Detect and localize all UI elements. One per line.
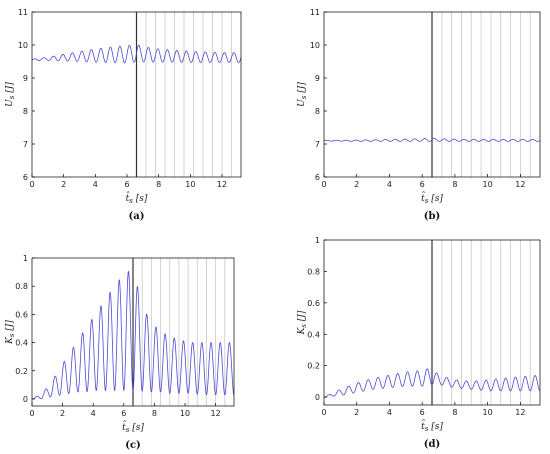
y-tick-label: 0 [315, 393, 320, 402]
x-axis-label: t̂s [s] [421, 191, 443, 205]
x-tick-label: 8 [152, 409, 157, 418]
y-tick-label: 8 [23, 107, 28, 116]
axes-frame [323, 11, 541, 178]
x-tick-label: 12 [515, 408, 525, 417]
axes-frame [31, 257, 235, 407]
y-axis-label: Ks [J] [297, 310, 308, 335]
y-tick-label: 8 [315, 107, 320, 116]
x-tick-label: 0 [321, 408, 326, 417]
series-line [32, 270, 234, 400]
x-tick-label: 4 [93, 180, 98, 189]
y-tick-label: 7 [315, 140, 320, 149]
axes-frame [323, 239, 541, 406]
series-line [32, 44, 241, 64]
x-tick-label: 0 [29, 409, 34, 418]
x-tick-label: 8 [452, 180, 457, 189]
x-tick-label: 6 [121, 409, 126, 418]
y-tick-label: 1 [315, 236, 320, 245]
y-tick-label: 10 [18, 41, 28, 50]
y-tick-label: 11 [18, 8, 28, 17]
axes-frame [31, 11, 242, 178]
x-tick-label: 4 [387, 408, 392, 417]
x-tick-label: 6 [124, 180, 129, 189]
y-tick-label: 0.2 [307, 362, 320, 371]
y-tick-label: 0 [23, 395, 28, 404]
y-axis-label: Us [J] [5, 82, 16, 107]
x-tick-label: 0 [29, 180, 34, 189]
x-axis-label: t̂s [s] [122, 420, 144, 434]
panel-c: 0 2 4 6 8 10 12 0 0.2 0.4 0.6 0.8 1 t̂s [s] Ks [J] (c) [5, 254, 235, 451]
panel-caption: (d) [424, 439, 440, 450]
y-axis-label: Ks [J] [5, 320, 16, 345]
y-tick-label: 6 [315, 173, 320, 182]
x-tick-label: 8 [156, 180, 161, 189]
x-tick-label: 2 [61, 180, 66, 189]
x-tick-label: 4 [387, 180, 392, 189]
y-tick-label: 0.8 [15, 282, 28, 291]
y-tick-label: 11 [310, 8, 320, 17]
x-tick-label: 4 [91, 409, 96, 418]
x-tick-label: 2 [354, 180, 359, 189]
x-axis-label: t̂s [s] [126, 191, 148, 205]
x-tick-label: 10 [180, 409, 190, 418]
y-tick-label: 6 [23, 173, 28, 182]
x-tick-label: 10 [483, 408, 493, 417]
panel-b: 0 2 4 6 8 10 12 6 7 8 9 10 11 t̂s [s] Us [J] (b) [297, 8, 541, 222]
y-tick-label: 0.4 [307, 330, 320, 339]
series-line [324, 368, 540, 398]
y-tick-label: 0.2 [15, 367, 28, 376]
y-tick-label: 9 [315, 74, 320, 83]
x-tick-label: 0 [321, 180, 326, 189]
x-tick-label: 6 [420, 408, 425, 417]
y-axis-label: Us [J] [297, 82, 308, 107]
y-tick-label: 0.6 [15, 310, 28, 319]
y-tick-label: 9 [23, 74, 28, 83]
x-tick-label: 8 [452, 408, 457, 417]
panel-d: 0 2 4 6 8 10 12 0 0.2 0.4 0.6 0.8 1 t̂s [s] Ks [J] (d) [297, 236, 541, 450]
y-tick-label: 10 [310, 41, 320, 50]
x-tick-label: 2 [354, 408, 359, 417]
y-tick-label: 0.6 [307, 299, 320, 308]
x-axis-label: t̂s [s] [421, 419, 443, 433]
x-tick-label: 12 [211, 409, 221, 418]
x-tick-label: 10 [185, 180, 195, 189]
x-tick-label: 12 [217, 180, 227, 189]
y-tick-label: 0.8 [307, 267, 320, 276]
x-tick-label: 6 [420, 180, 425, 189]
series-line [324, 137, 540, 142]
y-tick-label: 7 [23, 140, 28, 149]
panel-caption: (b) [424, 211, 440, 222]
x-tick-label: 2 [60, 409, 65, 418]
x-tick-label: 12 [515, 180, 525, 189]
y-tick-label: 1 [23, 254, 28, 263]
x-tick-label: 10 [483, 180, 493, 189]
panel-caption: (a) [129, 211, 145, 222]
panel-caption: (c) [125, 440, 141, 451]
panel-a: 0 2 4 6 8 10 12 6 7 8 9 10 11 t̂s [s] Us [J] (a) [5, 8, 242, 222]
y-tick-label: 0.4 [15, 339, 28, 348]
